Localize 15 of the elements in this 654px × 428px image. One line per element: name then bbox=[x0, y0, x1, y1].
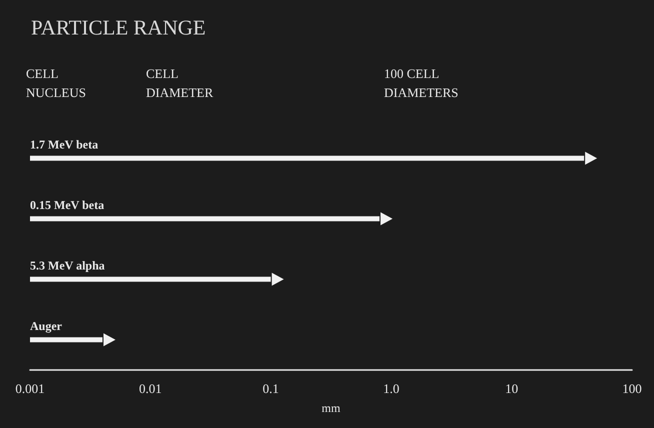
x-axis-title: mm bbox=[322, 401, 341, 415]
y-tick-label: 0.15 MeV beta bbox=[30, 198, 104, 212]
x-tick-label: 0.001 bbox=[15, 381, 45, 396]
y-tick-label: Auger bbox=[30, 318, 63, 333]
x-tick-label: 0.01 bbox=[139, 381, 162, 396]
x-tick-label: 100 bbox=[622, 381, 642, 396]
y-tick-label: 5.3 MeV alpha bbox=[30, 258, 105, 272]
x-tick-label: 1.0 bbox=[383, 381, 400, 396]
text: CELL DIAMETER bbox=[146, 66, 214, 100]
text: CELL NUCLEUS bbox=[26, 66, 86, 100]
y-tick-label: 1.7 MeV beta bbox=[30, 137, 98, 152]
x-tick-label: 10 bbox=[505, 381, 518, 396]
chart-title: PARTICLE RANGE bbox=[31, 16, 206, 40]
x-tick-label: 0.1 bbox=[262, 381, 279, 396]
text: 100 CELL DIAMETERS bbox=[384, 66, 458, 100]
